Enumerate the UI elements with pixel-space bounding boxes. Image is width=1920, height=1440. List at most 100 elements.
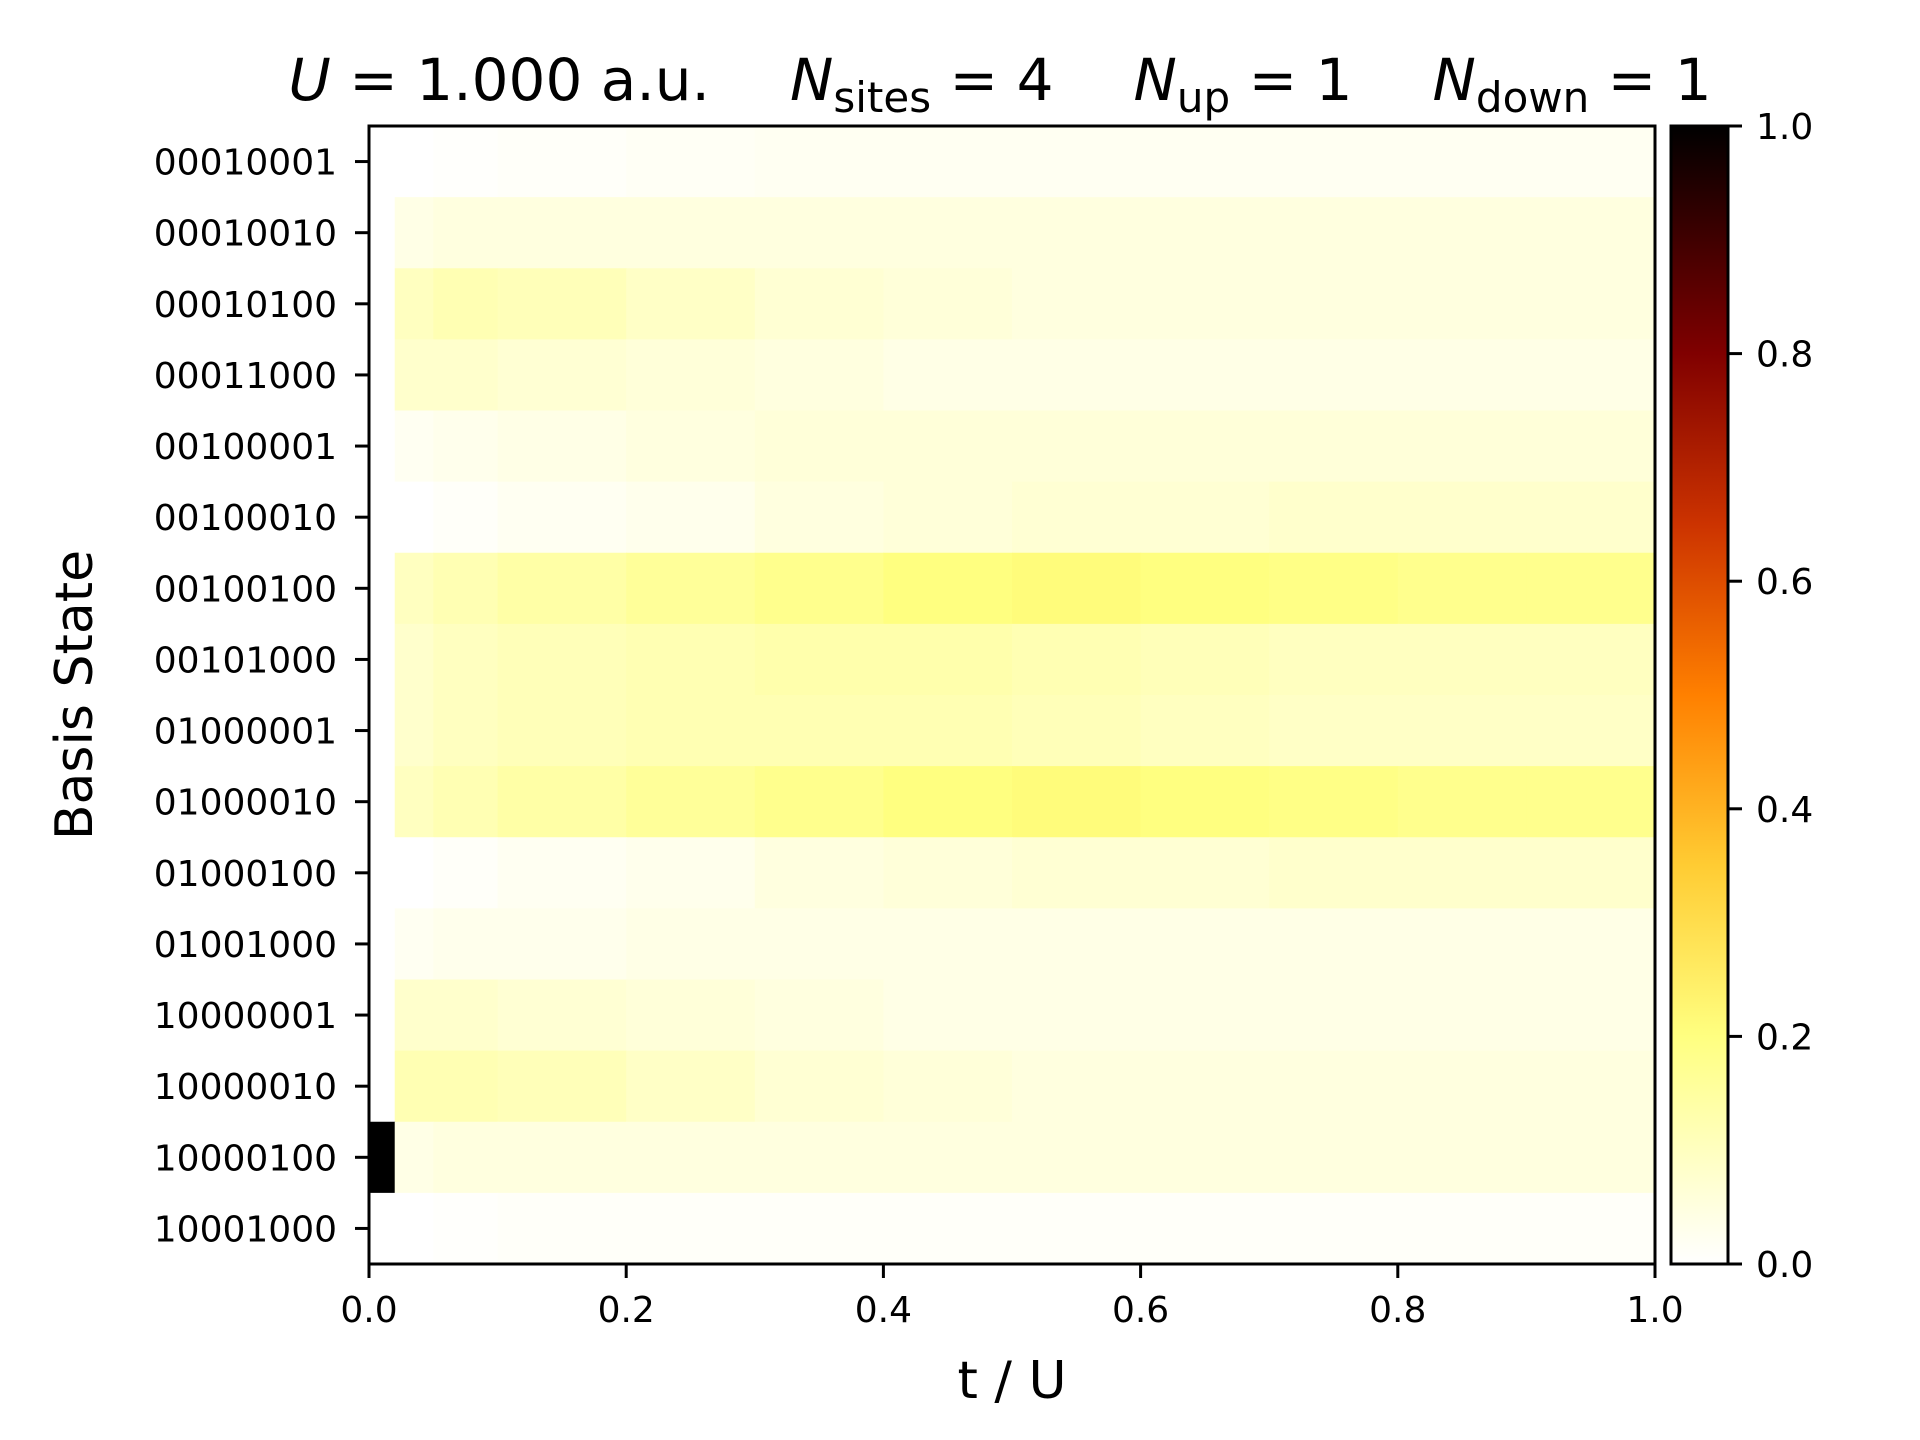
x-axis-ticks: 0.0 0.2 0.4 0.6 0.8 1.0 (340, 1264, 1684, 1331)
colorbar-frame (1669, 124, 1730, 1266)
y-tick-label: 00100001 (154, 427, 337, 468)
heatmap-cell (369, 837, 396, 909)
heatmap-cell (394, 268, 434, 340)
heatmap-cell (1269, 766, 1399, 838)
heatmap-cell (369, 908, 396, 981)
heatmap-cell (754, 623, 884, 696)
heatmap-cell (1269, 908, 1399, 981)
heatmap-cell (497, 979, 627, 1052)
heatmap-cell (394, 1121, 434, 1194)
heatmap-cell (433, 1121, 499, 1194)
heatmap-cell (433, 410, 499, 483)
heatmap-cell (626, 623, 756, 696)
chart-title: U = 1.000 a.u. Nsites = 4 Nup = 1 Ndown = 1 (288, 46, 1711, 122)
heatmap-cell (433, 1192, 499, 1265)
heatmap-cell (883, 481, 1013, 554)
heatmap-cell (754, 1121, 884, 1194)
heatmap-cell (433, 552, 499, 625)
heatmap-cell (1397, 908, 1527, 981)
y-tick-label: 00010010 (154, 214, 337, 255)
heatmap-cell (1526, 552, 1656, 625)
heatmap-cell (883, 339, 1013, 412)
heatmap-cell (1397, 766, 1527, 838)
heatmap-cell (1012, 1121, 1142, 1194)
heatmap-cell (1012, 339, 1142, 412)
heatmap-cell (369, 268, 396, 340)
heatmap-cell (1526, 268, 1656, 340)
heatmap-cell (1269, 1192, 1399, 1265)
heatmap-cell (369, 1121, 396, 1194)
heatmap-cell (626, 410, 756, 483)
heatmap-cell (754, 908, 884, 981)
heatmap-cell (433, 979, 499, 1052)
heatmap-cell (1012, 695, 1142, 767)
heatmap-cell (497, 197, 627, 269)
heatmap-cell (1526, 623, 1656, 696)
colorbar-tick-label: 1.0 (1756, 107, 1813, 148)
heatmap-cell (1140, 268, 1270, 340)
x-tick-label: 0.2 (598, 1290, 655, 1331)
y-tick-label: 10000010 (154, 1067, 337, 1108)
heatmap-cell (1526, 979, 1656, 1052)
heatmap-cell (369, 1050, 396, 1123)
heatmap-cell (1526, 410, 1656, 483)
heatmap-cell (626, 979, 756, 1052)
heatmap-cell (754, 766, 884, 838)
heatmap-cell (754, 695, 884, 767)
heatmap-cell (626, 695, 756, 767)
heatmap-cell (394, 908, 434, 981)
heatmap-cell (754, 1050, 884, 1123)
heatmap-cell (1012, 1192, 1142, 1265)
heatmap-cell (754, 126, 884, 198)
heatmap-cell (1269, 126, 1399, 198)
heatmap-cell (883, 1050, 1013, 1123)
heatmap-cell (369, 126, 396, 198)
colorbar-tick-label: 0.2 (1756, 1017, 1813, 1058)
heatmap-cell (433, 695, 499, 767)
y-tick-label: 10001000 (154, 1209, 337, 1250)
heatmap-cell (754, 197, 884, 269)
heatmap-cell (1397, 481, 1527, 554)
heatmap-cell (497, 268, 627, 340)
heatmap-cell (626, 268, 756, 340)
heatmap-cell (1526, 1192, 1656, 1265)
heatmap-cell (1397, 126, 1527, 198)
heatmap-cell (394, 339, 434, 412)
heatmap-cell (369, 695, 396, 767)
heatmap-cell (1140, 908, 1270, 981)
colorbar-tick-label: 0.4 (1756, 790, 1813, 831)
heatmap-cell (626, 1192, 756, 1265)
heatmap-cell (883, 268, 1013, 340)
heatmap-cells (369, 126, 1656, 1265)
heatmap-cell (394, 1050, 434, 1123)
heatmap-cell (883, 623, 1013, 696)
heatmap-cell (1526, 197, 1656, 269)
heatmap-cell (1269, 481, 1399, 554)
heatmap-cell (626, 908, 756, 981)
heatmap-cell (394, 837, 434, 909)
heatmap-cell (1526, 1121, 1656, 1194)
heatmap-cell (1012, 481, 1142, 554)
heatmap-cell (369, 410, 396, 483)
heatmap-cell (626, 1121, 756, 1194)
heatmap-cell (497, 339, 627, 412)
colorbar-tick-label: 0.6 (1756, 562, 1813, 603)
heatmap-cell (1269, 979, 1399, 1052)
x-tick-label: 0.0 (340, 1290, 397, 1331)
plot-frame (367, 124, 1657, 1266)
heatmap-cell (1397, 1121, 1527, 1194)
heatmap-cell (1140, 837, 1270, 909)
heatmap-cell (883, 1192, 1013, 1265)
heatmap-cell (1140, 552, 1270, 625)
heatmap-cell (1140, 1121, 1270, 1194)
heatmap-cell (626, 481, 756, 554)
heatmap-cell (394, 481, 434, 554)
heatmap-cell (1397, 197, 1527, 269)
heatmap-cell (1140, 339, 1270, 412)
heatmap-cell (626, 126, 756, 198)
heatmap-cell (1012, 197, 1142, 269)
heatmap-cell (369, 1192, 396, 1265)
heatmap-cell (1140, 126, 1270, 198)
heatmap-cell (626, 339, 756, 412)
x-axis-label: t / U (957, 1351, 1066, 1411)
